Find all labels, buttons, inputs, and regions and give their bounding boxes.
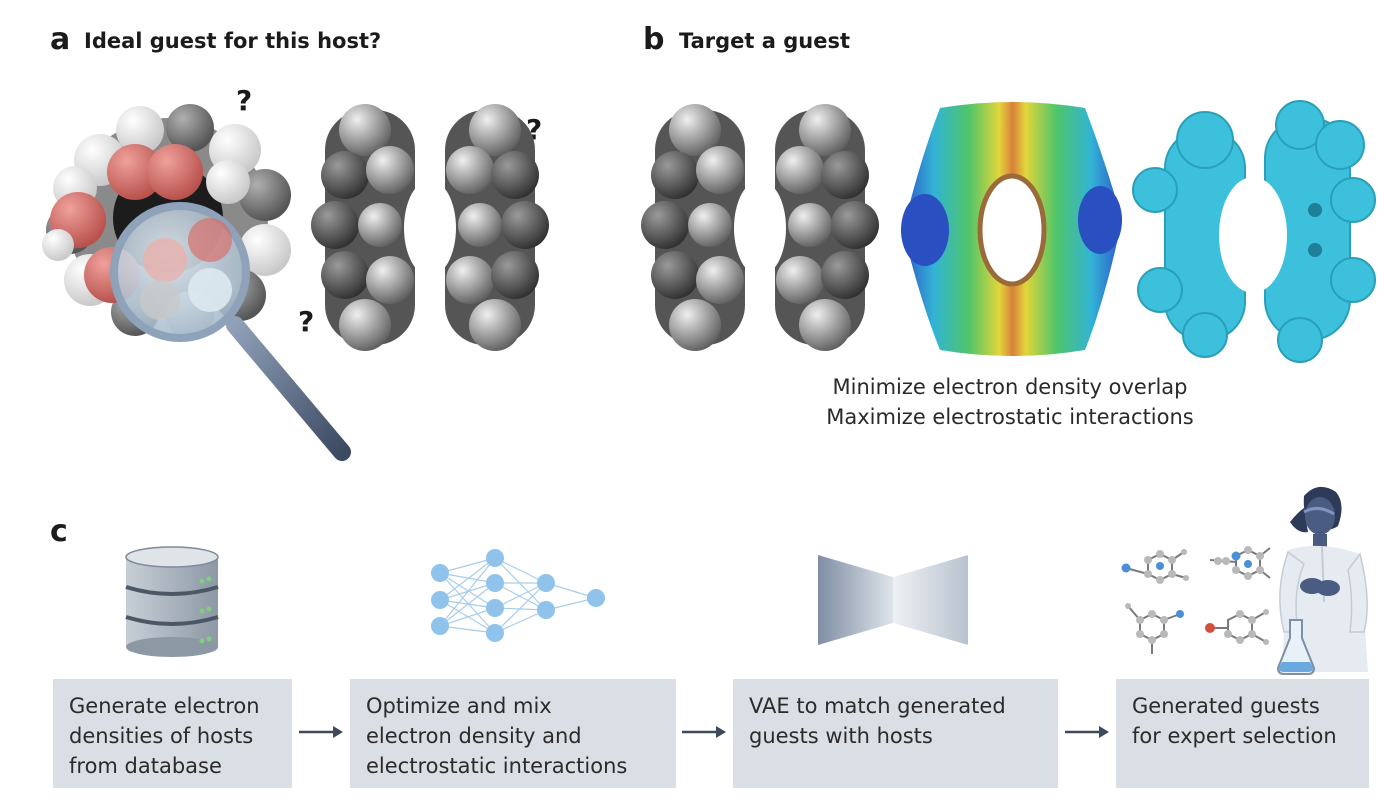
panel-b-letter: b (643, 22, 665, 57)
step-box-1: Generate electron densities of hosts fro… (53, 679, 292, 788)
guest-molecules-icon (1121, 546, 1271, 654)
arrow-icon-3 (1065, 726, 1109, 738)
caption-line-2: Maximize electrostatic interactions (826, 405, 1194, 429)
macrocycle-host-model-b (641, 104, 879, 351)
arrow-icon-2 (682, 726, 726, 738)
macrocycle-host-model (311, 104, 549, 351)
panel-a-letter: a (50, 22, 71, 57)
panel-b-title: Target a guest (679, 29, 851, 53)
step-box-4: Generated guests for expert selection (1116, 679, 1369, 788)
question-mark-1: ? (236, 84, 253, 117)
step-box-2: Optimize and mix electron density and el… (350, 679, 676, 788)
panel-a-title: Ideal guest for this host? (84, 29, 382, 53)
database-icon (125, 546, 219, 657)
electron-density-surface (1132, 100, 1376, 363)
neural-network-icon (431, 549, 605, 642)
caption-line-1: Minimize electron density overlap (832, 375, 1188, 399)
scientist-icon (1279, 486, 1368, 672)
step-box-3: VAE to match generated guests with hosts (733, 679, 1058, 788)
question-mark-3: ? (298, 305, 315, 338)
panel-c-letter: c (50, 514, 68, 549)
magnifier-icon (110, 202, 351, 461)
arrow-icon-1 (299, 726, 343, 738)
electrostatic-potential-surface (901, 102, 1122, 356)
flask-icon (1276, 619, 1316, 675)
vae-icon (818, 555, 968, 645)
